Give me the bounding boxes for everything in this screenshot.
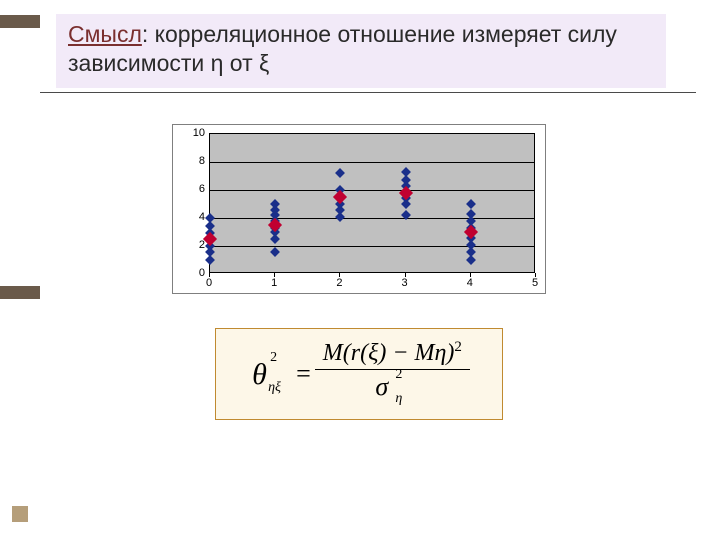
accent-square bbox=[12, 506, 28, 522]
chart-plot-area bbox=[209, 133, 535, 273]
scatter-point-blue bbox=[335, 168, 345, 178]
x-tick-label: 5 bbox=[532, 277, 538, 289]
y-tick-label: 10 bbox=[173, 127, 205, 139]
formula-fraction: M(r(ξ) − Mη)2 σ 2 η bbox=[319, 340, 466, 408]
divider bbox=[40, 92, 696, 93]
grid-line bbox=[210, 162, 534, 163]
title-rest: : корреляционное отношение измеряет силу… bbox=[68, 21, 617, 76]
y-tick-label: 4 bbox=[173, 211, 205, 223]
scatter-chart: 0 2 4 6 8 10 0 1 2 3 4 5 bbox=[172, 124, 546, 294]
scatter-point-blue bbox=[270, 247, 280, 257]
scatter-point-blue bbox=[205, 213, 215, 223]
title-band: Смысл: корреляционное отношение измеряет… bbox=[56, 14, 666, 88]
x-tick-label: 1 bbox=[271, 277, 277, 289]
formula-box: θ 2 ηξ = M(r(ξ) − Mη)2 σ 2 η bbox=[215, 328, 503, 420]
y-tick-label: 6 bbox=[173, 183, 205, 195]
grid-line bbox=[210, 246, 534, 247]
x-tick-label: 2 bbox=[336, 277, 342, 289]
accent-bar-top bbox=[0, 15, 40, 28]
scatter-point-blue bbox=[401, 167, 411, 177]
formula-numerator: M(r(ξ) − Mη)2 bbox=[319, 340, 466, 369]
x-tick-label: 0 bbox=[206, 277, 212, 289]
accent-bar-bottom bbox=[0, 286, 40, 299]
grid-line bbox=[210, 218, 534, 219]
x-tick-label: 4 bbox=[467, 277, 473, 289]
grid-line bbox=[210, 190, 534, 191]
x-tick-label: 3 bbox=[402, 277, 408, 289]
scatter-point-blue bbox=[466, 199, 476, 209]
formula-theta: θ 2 ηξ bbox=[252, 350, 288, 398]
y-tick-label: 2 bbox=[173, 239, 205, 251]
formula-eq: = bbox=[294, 359, 313, 389]
title-lead: Смысл bbox=[68, 21, 142, 47]
y-tick-label: 0 bbox=[173, 267, 205, 279]
y-tick-label: 8 bbox=[173, 155, 205, 167]
scatter-point-red bbox=[203, 232, 217, 246]
formula: θ 2 ηξ = M(r(ξ) − Mη)2 σ 2 η bbox=[252, 340, 466, 408]
formula-denominator: σ 2 η bbox=[315, 369, 470, 408]
